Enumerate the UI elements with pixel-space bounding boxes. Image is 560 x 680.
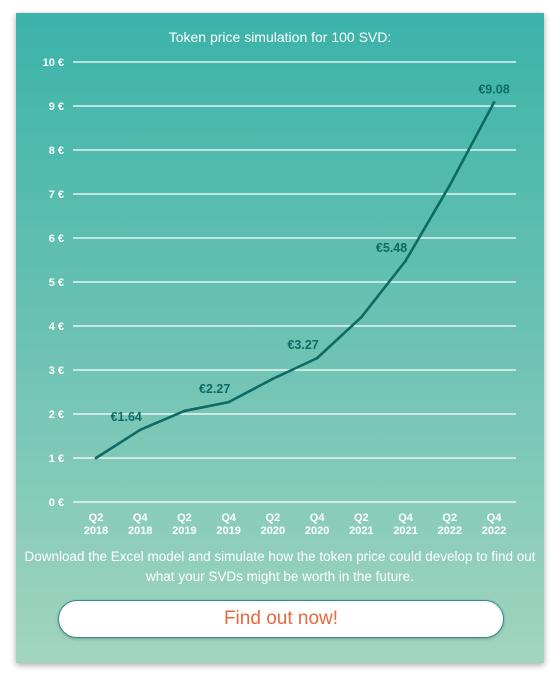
price-series-line bbox=[94, 101, 496, 460]
x-tick-label: Q4 2019 bbox=[216, 512, 240, 537]
data-point bbox=[448, 183, 452, 187]
y-tick-label: 7 € bbox=[49, 189, 64, 201]
description-text: Download the Excel model and simulate ho… bbox=[24, 549, 536, 584]
y-tick-label: 8 € bbox=[49, 145, 64, 157]
data-point bbox=[183, 409, 186, 413]
y-tick-label: 1 € bbox=[49, 453, 64, 465]
x-tick-label: Q4 2021 bbox=[393, 512, 417, 537]
chart-title: Token price simulation for 100 SVD: bbox=[168, 29, 392, 45]
data-label: €2.27 bbox=[199, 382, 230, 396]
x-tick-label: Q2 2021 bbox=[349, 512, 373, 537]
x-tick-label: Q2 2018 bbox=[84, 512, 108, 537]
x-tick-label: Q2 2019 bbox=[172, 512, 196, 537]
x-tick-label: Q2 2020 bbox=[261, 512, 285, 537]
data-point bbox=[138, 428, 142, 432]
y-tick-label: 0 € bbox=[49, 497, 64, 509]
y-tick-label: 4 € bbox=[49, 321, 64, 333]
data-label: €5.48 bbox=[376, 241, 407, 255]
data-label: €1.64 bbox=[111, 410, 142, 424]
y-tick-label: 5 € bbox=[49, 277, 64, 289]
data-point bbox=[227, 400, 230, 404]
y-tick-label: 2 € bbox=[49, 409, 64, 421]
data-point bbox=[492, 101, 496, 104]
x-tick-label: Q4 2022 bbox=[482, 512, 506, 537]
x-tick-label: Q2 2022 bbox=[438, 512, 462, 537]
data-point bbox=[404, 259, 407, 263]
x-tick-label: Q4 2020 bbox=[305, 512, 329, 537]
y-tick-label: 3 € bbox=[49, 365, 64, 377]
x-tick-label: Q4 2018 bbox=[128, 512, 152, 537]
data-point bbox=[271, 377, 275, 381]
data-point bbox=[315, 356, 319, 360]
y-tick-label: 9 € bbox=[49, 101, 64, 113]
data-point bbox=[94, 456, 98, 460]
price-chart: 0 € 1 € 2 € 3 € 4 € 5 € 6 € 7 € 8 € 9 € 10 € Q2 2018… bbox=[43, 57, 516, 537]
y-tick-label: 6 € bbox=[49, 233, 64, 245]
data-label: €3.27 bbox=[287, 338, 318, 352]
data-point bbox=[360, 315, 363, 319]
y-tick-label: 10 € bbox=[43, 57, 64, 69]
data-label: €9.08 bbox=[478, 82, 509, 96]
chart-card: Token price simulation for 100 SVD: 0 € 1… bbox=[16, 13, 544, 663]
find-out-now-button[interactable]: Find out now! bbox=[58, 600, 504, 638]
